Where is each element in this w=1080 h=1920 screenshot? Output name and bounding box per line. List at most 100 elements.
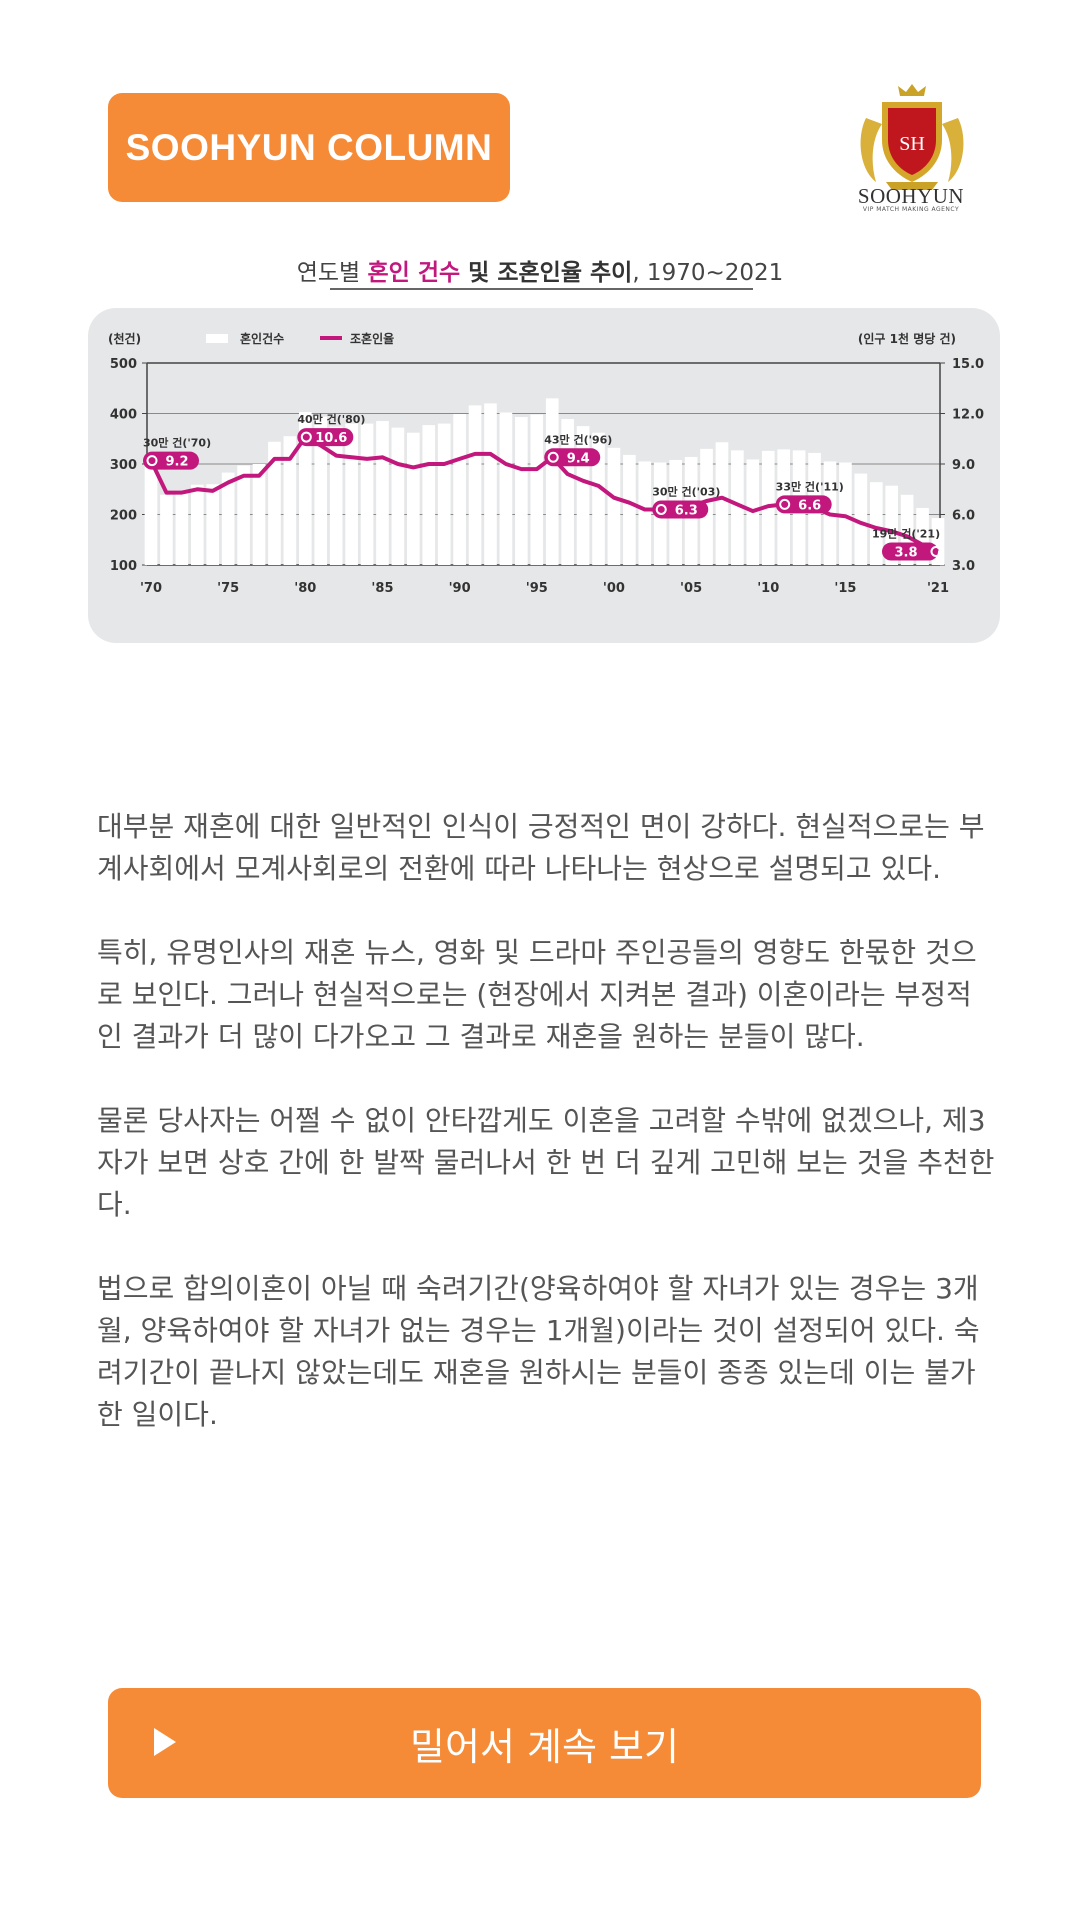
annotation-pill (652, 500, 709, 519)
marriage-bar (422, 425, 436, 565)
column-badge: SOOHYUN COLUMN (108, 93, 510, 202)
marriage-bar (623, 454, 636, 565)
marriage-bar (175, 492, 189, 565)
chart-title-suffix: , 1970~2021 (632, 260, 784, 286)
marriage-bar (360, 423, 374, 565)
annotation-label: 43만 건('96) (544, 432, 612, 446)
logo-name: SOOHYUN (857, 184, 965, 208)
legend-label: 조혼인율 (350, 331, 394, 346)
annotation-value: 9.2 (165, 455, 188, 470)
marriage-bar (314, 416, 328, 565)
marriage-bar (468, 405, 482, 565)
annotation-value: 6.6 (798, 498, 821, 513)
y-right-tick-label: 15.0 (952, 357, 984, 372)
x-tick-label: '70 (140, 581, 162, 596)
legend-bar-swatch (206, 334, 228, 343)
chart-title-bold: 조혼인율 추이 (497, 260, 633, 286)
article-paragraph: 물론 당사자는 어쩔 수 없이 안타깝게도 이혼을 고려할 수밖에 없겠으나, … (97, 1104, 995, 1221)
marriage-bar (237, 465, 250, 565)
marriage-bar (607, 447, 621, 565)
annotation-pill (775, 495, 832, 514)
x-tick-label: '21 (927, 581, 949, 596)
y-right-tick-label: 9.0 (952, 458, 975, 473)
y-left-tick-label: 300 (110, 458, 137, 473)
x-tick-label: '15 (834, 581, 856, 596)
marriage-bar (869, 482, 883, 565)
article-paragraph: 특히, 유명인사의 재혼 뉴스, 영화 및 드라마 주인공들의 영향도 한몫한 … (97, 936, 977, 1053)
article-paragraph: 법으로 합의이혼이 아닐 때 숙려기간(양육하여야 할 자녀가 있는 경우는 3… (97, 1272, 980, 1431)
y-left-tick-label: 500 (110, 357, 137, 372)
annotation-pill (143, 451, 199, 470)
y-left-tick-label: 400 (110, 408, 137, 423)
marriage-bar (190, 484, 204, 565)
x-tick-label: '90 (449, 581, 471, 596)
column-badge-label: SOOHYUN COLUMN (125, 126, 493, 168)
annotation-marker (779, 498, 791, 510)
marriage-bar (731, 450, 744, 565)
left-unit-label: (천건) (108, 331, 141, 346)
x-tick-label: '95 (526, 581, 548, 596)
annotation-label: 33만 건('11) (776, 479, 844, 493)
marriage-bar (839, 462, 852, 565)
chart-title-highlight: 혼인 건수 (367, 260, 461, 286)
annotation-pill (297, 428, 354, 447)
y-right-tick-label: 12.0 (952, 408, 984, 423)
chart-title-mid: 및 (460, 260, 498, 286)
chart-title-prefix: 연도별 (296, 260, 368, 286)
marriage-bar (160, 494, 173, 565)
marriage-bar (592, 432, 605, 565)
marriage-bar (515, 417, 528, 565)
x-tick-label: '80 (294, 581, 316, 596)
logo-tagline: VIP MATCH MAKING AGENCY (862, 206, 960, 213)
annotation-marker (655, 503, 667, 515)
marriage-bar (407, 432, 420, 565)
annotation-marker (146, 455, 158, 467)
marriage-bar (391, 427, 405, 565)
marriage-bar (576, 426, 590, 565)
marriage-bar (144, 466, 158, 565)
x-tick-label: '00 (603, 581, 625, 596)
annotation-marker (300, 431, 312, 443)
marriage-bar (499, 412, 513, 565)
annotation-pill (544, 448, 601, 467)
annotation-value: 10.6 (315, 431, 347, 446)
marriage-bar (530, 414, 544, 565)
marriage-bar (268, 441, 281, 565)
play-icon (154, 1728, 176, 1756)
annotation-label: 19만 건('21) (872, 527, 940, 541)
y-right-tick-label: 3.0 (952, 559, 975, 574)
chart-title-underline (330, 288, 753, 290)
marriage-bar (484, 403, 497, 565)
marriage-bar (638, 461, 652, 565)
annotation-value: 3.8 (894, 546, 917, 561)
logo-monogram: SH (899, 133, 925, 155)
marriage-bar (283, 436, 297, 565)
legend-label: 혼인건수 (240, 331, 284, 346)
x-tick-label: '75 (217, 581, 239, 596)
x-tick-label: '10 (757, 581, 779, 596)
annotation-pill (882, 542, 938, 561)
x-tick-label: '85 (371, 581, 393, 596)
marriage-bar (376, 421, 389, 565)
annotation-label: 40만 건('80) (297, 412, 365, 426)
x-tick-label: '05 (680, 581, 702, 596)
marriage-chart-svg: 500 400 300 200 100 15.0 12.0 9.0 6.0 3.0 '70 '75 '8… (108, 331, 984, 596)
y-left-tick-label: 200 (110, 509, 137, 524)
chart-title: 연도별 혼인 건수 및 조혼인율 추이, 1970~2021 (280, 253, 800, 287)
swipe-continue-button[interactable]: 밀어서 계속 보기 (108, 1688, 981, 1798)
y-left-tick-label: 100 (110, 559, 137, 574)
marriage-bar (221, 472, 235, 565)
marriage-bar (298, 411, 312, 565)
marriage-bar (437, 423, 451, 565)
annotation-marker (930, 546, 942, 558)
marriage-bar (545, 398, 559, 565)
annotation-value: 9.4 (567, 451, 590, 466)
right-unit-label: (인구 1천 명당 건) (858, 331, 956, 346)
marriage-chart: 500 400 300 200 100 15.0 12.0 9.0 6.0 3.0 '70 '75 '8… (88, 308, 1000, 643)
annotation-value: 6.3 (675, 503, 698, 518)
article-body: 대부분 재혼에 대한 일반적인 인식이 긍정적인 면이 강하다. 현실적으로는 … (97, 806, 997, 1478)
annotation-label: 30만 건('03) (652, 484, 720, 498)
y-right-tick-label: 6.0 (952, 509, 975, 524)
article-paragraph: 대부분 재혼에 대한 일반적인 인식이 긍정적인 면이 강하다. 현실적으로는 … (97, 810, 985, 885)
marriage-bar (715, 442, 729, 565)
